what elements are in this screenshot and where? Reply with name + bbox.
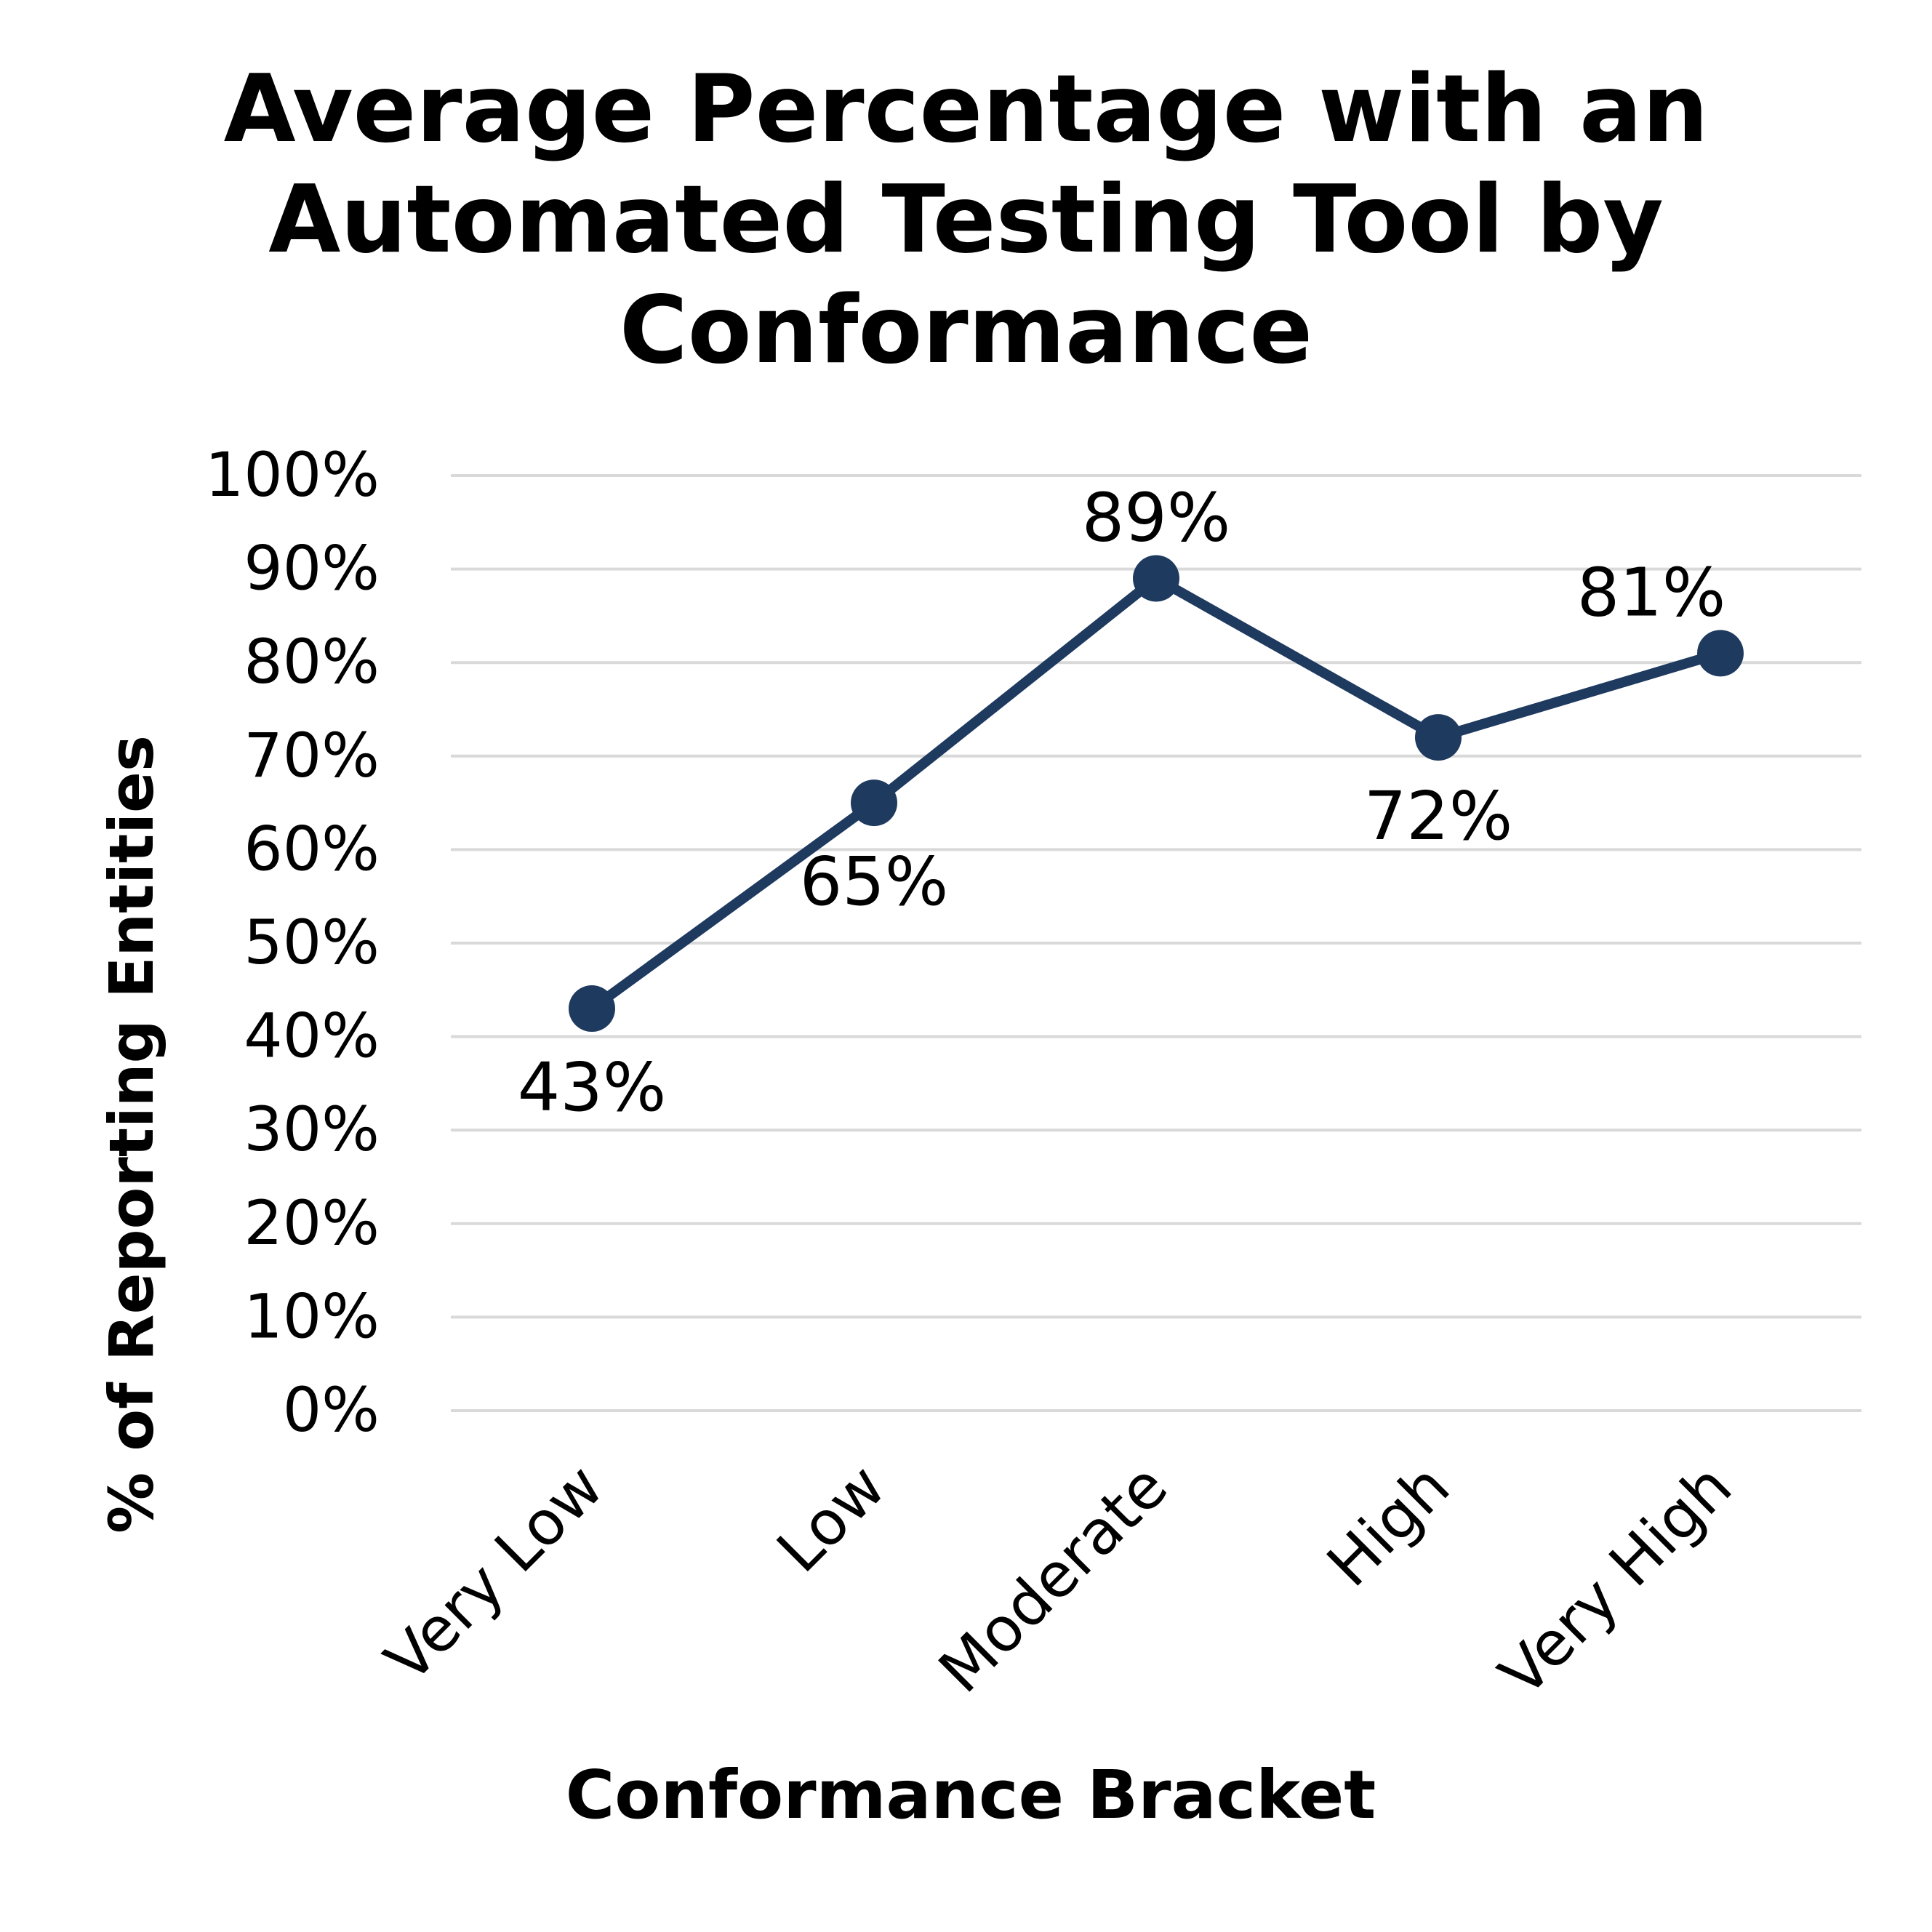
- y-tick-label: 20%: [244, 1187, 380, 1259]
- y-tick-label: 90%: [244, 533, 380, 604]
- y-tick-label: 100%: [205, 439, 380, 510]
- x-tick-label: Low: [763, 1451, 899, 1586]
- y-axis-ticks: 0% 10% 20% 30% 40% 50% 60% 70% 80% 90% 100%: [205, 439, 380, 1446]
- data-point: [569, 985, 615, 1033]
- x-tick-label: Very High: [1486, 1451, 1745, 1710]
- x-axis-ticks: Very Low Low Moderate High Very High: [372, 1451, 1745, 1710]
- y-axis-title: % of Reporting Entities: [96, 735, 167, 1534]
- data-label: 65%: [800, 843, 948, 921]
- chart-title: Average Percentage with an Automated Tes…: [0, 55, 1932, 386]
- y-tick-label: 10%: [244, 1280, 380, 1352]
- y-tick-label: 40%: [244, 1001, 380, 1072]
- data-label: 81%: [1577, 553, 1725, 631]
- data-point: [1697, 630, 1744, 677]
- x-tick-label: Very Low: [372, 1451, 617, 1696]
- y-tick-label: 50%: [244, 907, 380, 978]
- y-tick-label: 30%: [244, 1094, 380, 1165]
- data-point: [1133, 555, 1179, 602]
- chart-title-line-2: Automated Testing Tool by: [268, 166, 1664, 274]
- y-tick-label: 60%: [244, 813, 380, 884]
- data-label: 72%: [1364, 777, 1512, 855]
- data-point: [1415, 714, 1462, 761]
- data-point: [851, 779, 897, 827]
- data-label: 43%: [518, 1049, 666, 1126]
- gridlines: [451, 474, 1861, 1412]
- y-tick-label: 0%: [283, 1374, 380, 1446]
- data-labels: 43% 65% 89% 72% 81%: [518, 478, 1725, 1126]
- x-tick-label: Moderate: [925, 1451, 1181, 1707]
- chart-title-line-3: Conformance: [619, 276, 1313, 385]
- chart-title-line-1: Average Percentage with an: [223, 55, 1709, 164]
- y-tick-label: 70%: [244, 720, 380, 791]
- x-tick-label: High: [1313, 1451, 1463, 1600]
- x-axis-title: Conformance Bracket: [566, 1756, 1376, 1834]
- series-layer: [569, 555, 1744, 1033]
- y-tick-label: 80%: [244, 626, 380, 697]
- data-label: 89%: [1082, 478, 1230, 556]
